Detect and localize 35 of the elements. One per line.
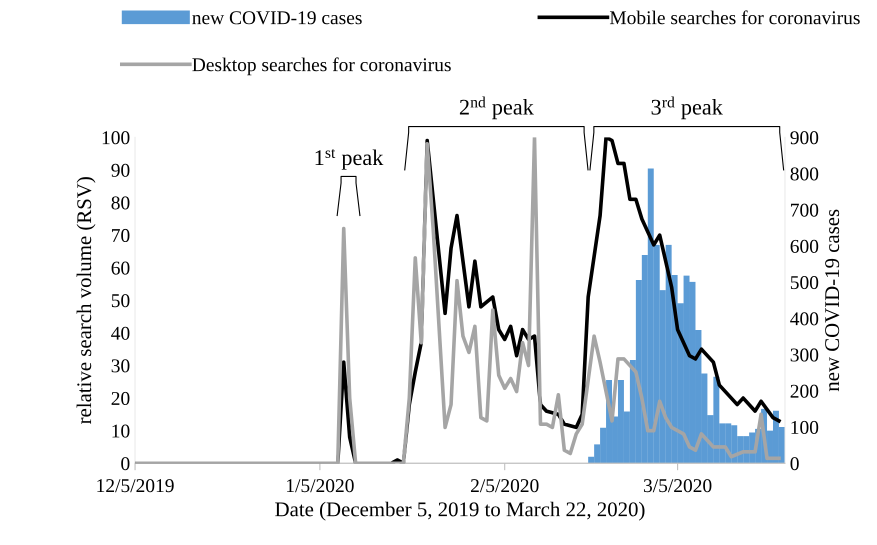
y2-tick-label: 900 — [790, 131, 818, 144]
x-tick-label: 1/5/2020 — [287, 479, 354, 492]
x-tick-label: 3/5/2020 — [644, 479, 712, 492]
y-tick-label: 50 — [112, 294, 130, 308]
y2-tick-label: 500 — [790, 276, 818, 290]
y-tick-label: 70 — [112, 228, 130, 242]
y2-tick-label: 600 — [790, 240, 818, 253]
legend-label: new COVID-19 cases — [192, 11, 362, 24]
y2-tick-label: 400 — [790, 312, 818, 326]
y2-tick-label: 800 — [790, 167, 818, 180]
y-tick-label: 80 — [111, 196, 130, 210]
y-tick-label: 20 — [112, 392, 130, 406]
y-tick-label: 90 — [111, 164, 130, 177]
x-tick-label: 12/5/2019 — [97, 479, 174, 492]
y2-tick-label: 700 — [791, 204, 818, 217]
y-tick-label: 60 — [112, 262, 130, 275]
annotation: 1$^{st}$ peak — [316, 149, 384, 170]
x-axis-title: Date (December 5, 2019 to March 22, 2020) — [275, 502, 644, 521]
text: 3$^{rd}$ peak — [652, 96, 723, 120]
y-tick-label: 10 — [112, 424, 130, 438]
y-tick-label: 0 — [121, 457, 130, 470]
y2-tick-label: 0 — [790, 457, 799, 470]
y2-tick-label: 200 — [790, 384, 818, 398]
text: 2$^{nd}$ peak — [460, 96, 534, 120]
y2-tick-label: 300 — [790, 348, 818, 362]
x-tick-label: 2/5/2020 — [470, 479, 539, 492]
y-tick-label: 40 — [111, 326, 130, 340]
y2-tick-label: 100 — [791, 420, 818, 434]
y2-axis-title: new COVID-19 cases — [825, 210, 840, 392]
legend-label: Desktop searches for coronavirus — [192, 57, 451, 76]
y-tick-label: 100 — [102, 131, 130, 144]
line-series — [135, 137, 781, 464]
y-axis-title: relative search volume (RSV) — [76, 177, 96, 424]
y-tick-label: 30 — [112, 359, 130, 372]
legend-label: Mobile searches for coronavirus — [610, 10, 860, 24]
